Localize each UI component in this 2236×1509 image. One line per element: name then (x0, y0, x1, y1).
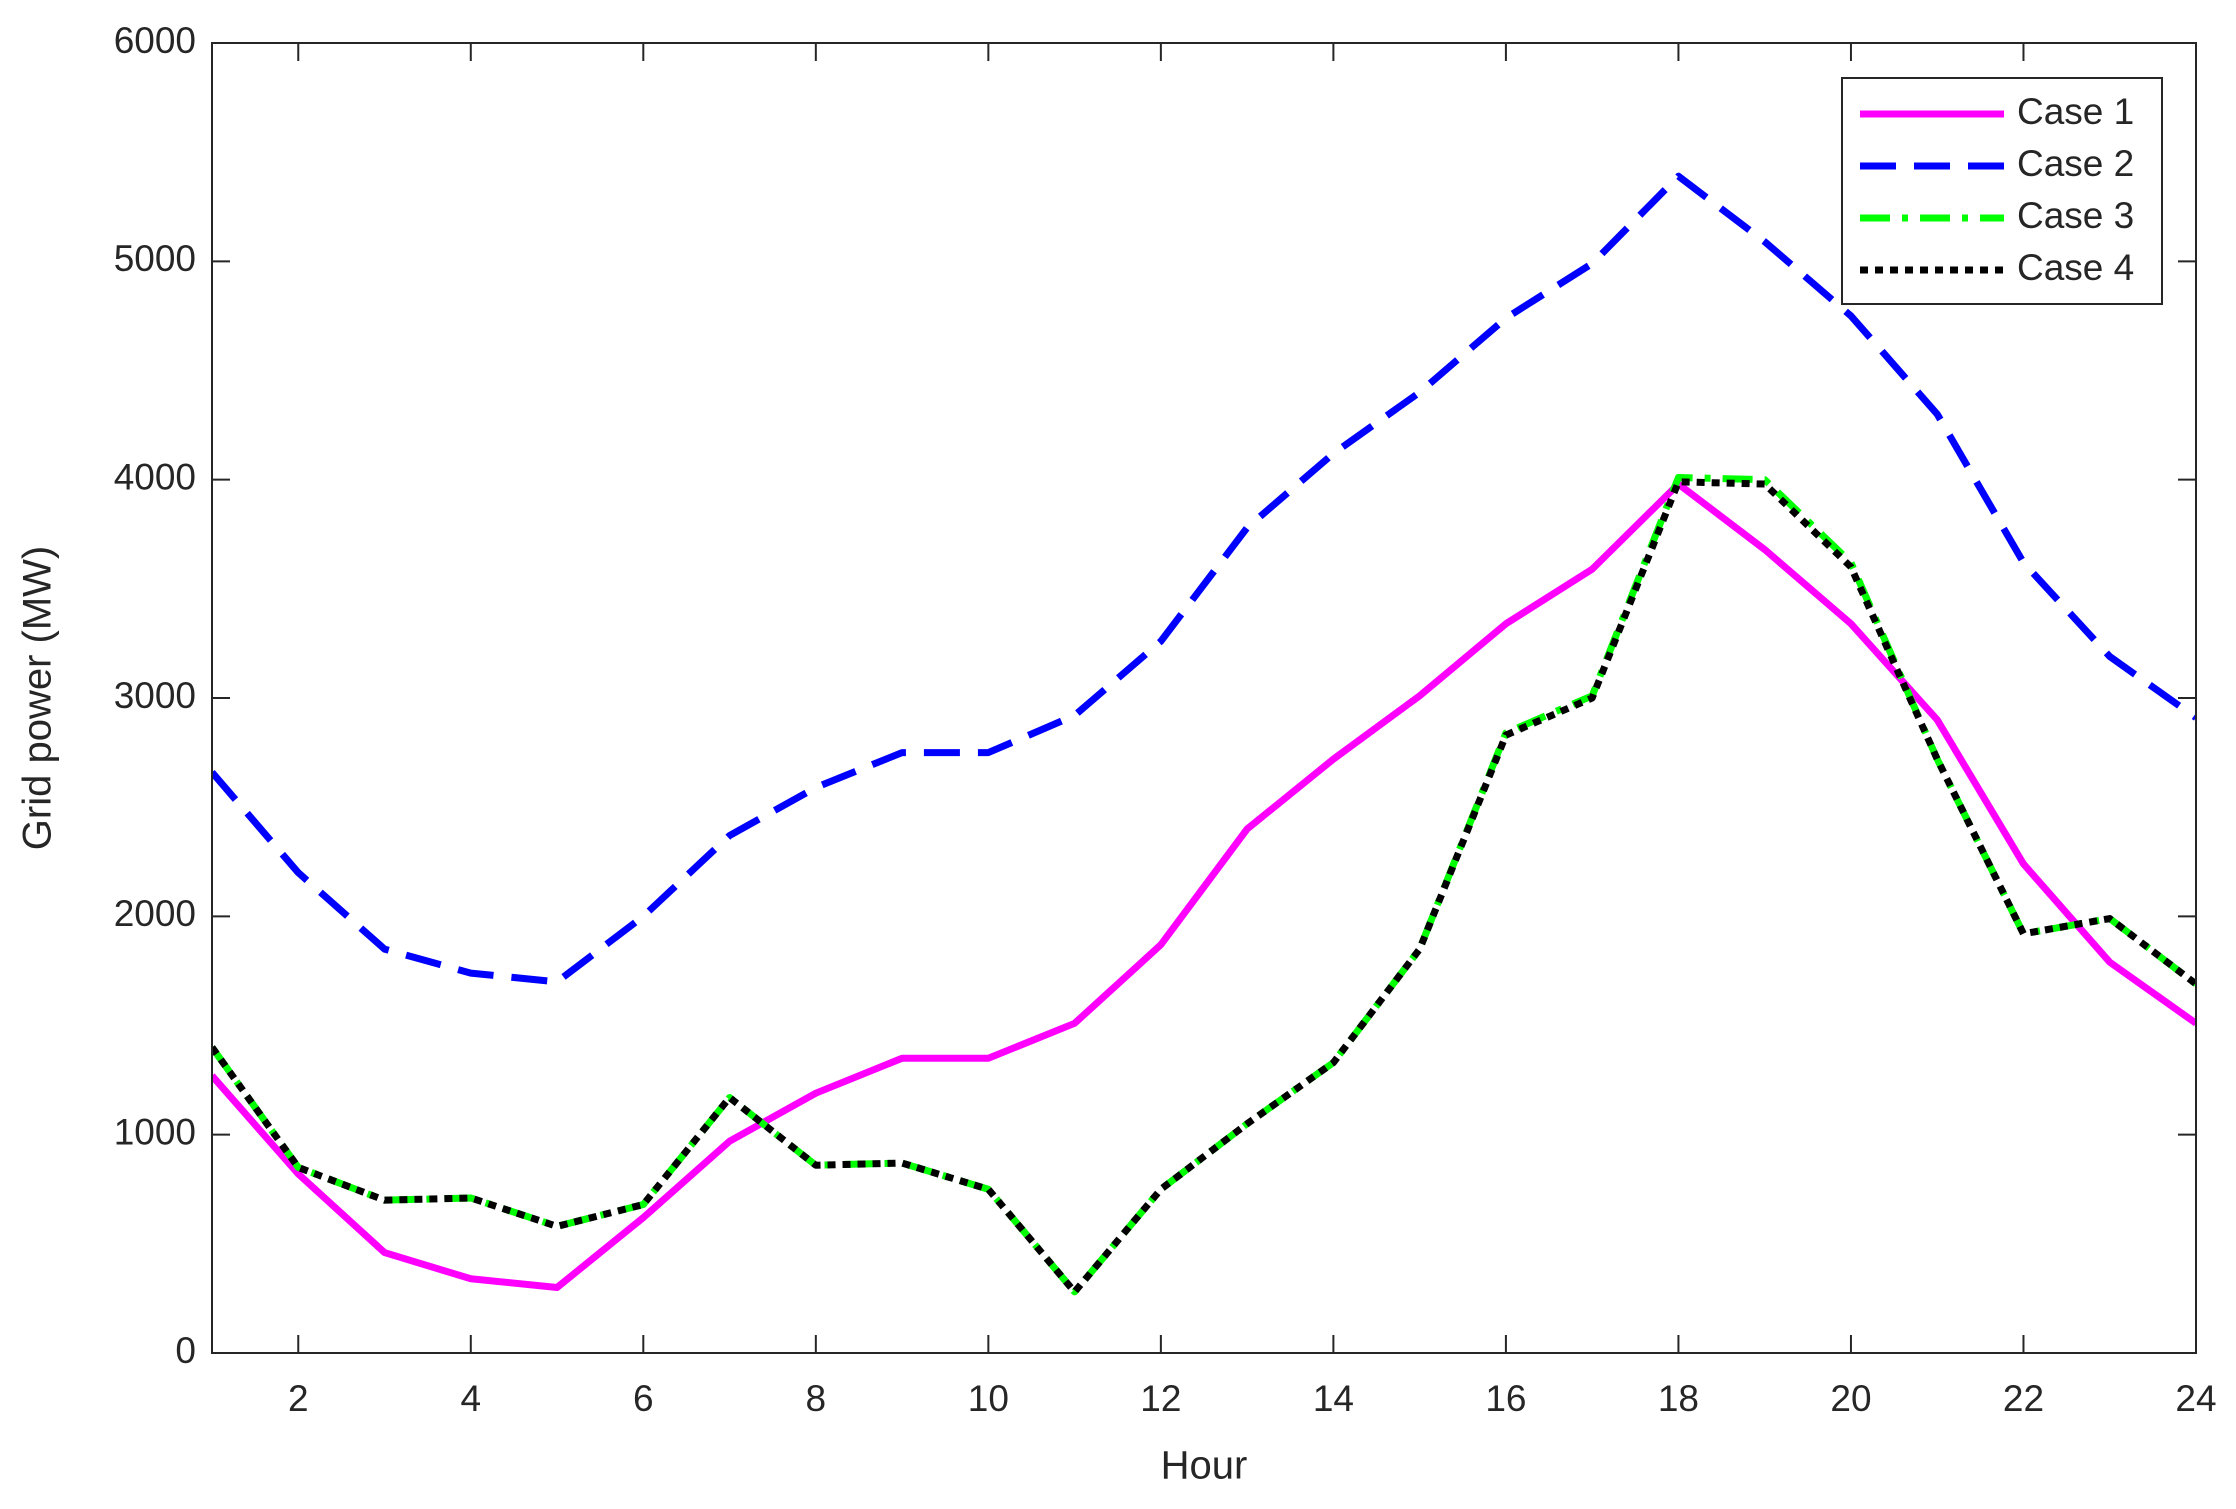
x-tick-label: 12 (1140, 1378, 1181, 1419)
legend-label: Case 3 (2017, 195, 2134, 236)
y-tick-label: 1000 (114, 1111, 196, 1152)
y-tick-label: 5000 (114, 238, 196, 279)
x-tick-label: 10 (968, 1378, 1009, 1419)
x-tick-label: 20 (1830, 1378, 1871, 1419)
x-tick-label: 16 (1485, 1378, 1526, 1419)
y-tick-label: 2000 (114, 893, 196, 934)
line-series (212, 478, 2196, 1296)
line-series (212, 473, 2196, 1296)
x-tick-label: 2 (288, 1378, 309, 1419)
legend-label: Case 1 (2017, 91, 2134, 132)
legend-label: Case 2 (2017, 143, 2134, 184)
x-tick-label: 18 (1658, 1378, 1699, 1419)
x-tick-label: 22 (2003, 1378, 2044, 1419)
y-tick-label: 3000 (114, 675, 196, 716)
y-tick-label: 4000 (114, 456, 196, 497)
y-tick-label: 6000 (114, 20, 196, 61)
line-series (212, 480, 2196, 1291)
x-tick-label: 4 (460, 1378, 481, 1419)
y-tick-label: 0 (175, 1330, 196, 1371)
x-tick-label: 14 (1313, 1378, 1354, 1419)
legend-label: Case 4 (2017, 247, 2134, 288)
x-tick-label: 8 (806, 1378, 827, 1419)
x-tick-label: 6 (633, 1378, 654, 1419)
lines (212, 172, 2196, 1296)
y-axis-label: Grid power (MW) (16, 546, 60, 850)
line-series (212, 172, 2196, 986)
x-axis-label: Hour (1161, 1444, 1248, 1488)
x-tick-label: 24 (2175, 1378, 2216, 1419)
